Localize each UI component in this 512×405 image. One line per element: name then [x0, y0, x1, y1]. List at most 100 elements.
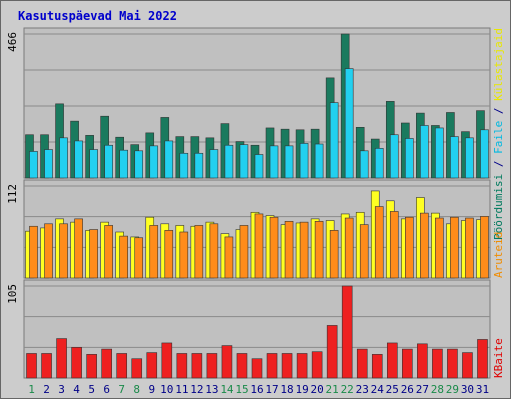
legend-labels: Pöördumisi / Faile / KülastajaidAruteidK…: [492, 28, 505, 378]
bar-faile-6: [104, 144, 113, 179]
panel-bottom-max-label: 105: [6, 284, 19, 304]
bar-kbaite-24: [371, 354, 383, 379]
bar-faile-21: [329, 102, 339, 179]
panel-top-max-label: 466: [6, 32, 19, 52]
x-tick-label: 9: [148, 383, 155, 396]
bar-kbaite-20: [311, 351, 323, 379]
legend-label-part: Faile: [492, 121, 505, 154]
legend-label-part: /: [492, 101, 505, 121]
x-tick-label: 4: [73, 383, 80, 396]
bar-kbaite-9: [146, 352, 158, 379]
bar-faile-15: [239, 144, 249, 179]
bar-faile-19: [299, 143, 309, 179]
x-tick-label: 25: [386, 383, 399, 396]
bar-kbaite-7: [116, 353, 128, 379]
bar-faile-25: [389, 134, 399, 179]
bar-aruteid-15: [239, 225, 249, 279]
legend-label-part: Pöördumisi: [492, 174, 505, 240]
bar-aruteid-30: [465, 217, 474, 279]
bar-kbaite-17: [266, 353, 278, 379]
bar-aruteid-23: [359, 224, 369, 279]
bar-faile-28: [435, 127, 444, 179]
x-tick-label: 1: [28, 383, 35, 396]
x-tick-label: 17: [265, 383, 278, 396]
bar-aruteid-11: [179, 231, 189, 279]
bar-kbaite-13: [206, 353, 218, 379]
panel-middle-max-label: 112: [6, 184, 19, 204]
bar-faile-31: [480, 129, 489, 179]
bar-kbaite-12: [191, 353, 203, 379]
legend-label-part: KBaite: [492, 338, 505, 378]
bar-aruteid-14: [224, 236, 234, 279]
bar-kbaite-3: [56, 338, 67, 379]
bar-aruteid-2: [44, 223, 53, 279]
bar-aruteid-16: [254, 213, 264, 279]
bar-aruteid-19: [299, 221, 309, 279]
bar-kbaite-4: [71, 347, 82, 379]
bar-kbaite-28: [432, 348, 443, 379]
bar-kbaite-10: [161, 342, 173, 379]
bar-faile-23: [359, 150, 369, 179]
bar-kbaite-16: [251, 358, 263, 379]
x-tick-label: 6: [103, 383, 110, 396]
x-tick-label: 15: [235, 383, 248, 396]
bar-aruteid-13: [209, 223, 219, 279]
bar-aruteid-10: [164, 230, 174, 279]
chart-panels: 466 112 105: [6, 27, 491, 379]
bar-kbaite-5: [86, 354, 97, 379]
x-tick-label: 12: [190, 383, 203, 396]
bar-faile-17: [269, 145, 279, 179]
bar-aruteid-21: [329, 230, 339, 279]
bar-kbaite-11: [176, 353, 188, 379]
panel-bottom-legend: KBaite: [492, 338, 505, 378]
x-tick-label: 27: [416, 383, 429, 396]
bar-faile-5: [89, 149, 98, 179]
bar-aruteid-29: [450, 216, 459, 279]
bar-aruteid-27: [420, 212, 429, 279]
bar-kbaite-8: [131, 358, 143, 379]
x-tick-label: 30: [461, 383, 474, 396]
bar-faile-2: [44, 149, 53, 179]
bar-faile-8: [134, 150, 144, 179]
bar-aruteid-25: [389, 211, 399, 279]
bar-aruteid-28: [435, 217, 444, 279]
bar-kbaite-29: [447, 348, 458, 379]
bar-faile-10: [164, 140, 174, 179]
bar-kbaite-25: [386, 342, 398, 379]
x-tick-label: 22: [341, 383, 354, 396]
x-tick-label: 3: [58, 383, 65, 396]
x-tick-label: 26: [401, 383, 414, 396]
bar-faile-27: [420, 125, 429, 179]
legend-label-part: Aruteid: [492, 232, 505, 278]
bar-faile-20: [314, 143, 324, 179]
bar-aruteid-31: [480, 216, 489, 279]
x-tick-label: 20: [311, 383, 324, 396]
x-tick-label: 29: [446, 383, 459, 396]
bar-kbaite-19: [296, 353, 308, 379]
bar-aruteid-8: [134, 237, 144, 279]
bar-kbaite-31: [477, 339, 488, 379]
bar-kbaite-6: [101, 348, 112, 379]
x-tick-label: 7: [118, 383, 125, 396]
bar-faile-18: [284, 145, 294, 179]
bar-kbaite-23: [356, 348, 368, 379]
bar-aruteid-6: [104, 225, 113, 279]
x-tick-label: 13: [205, 383, 218, 396]
bar-aruteid-22: [344, 217, 354, 279]
bar-faile-29: [450, 136, 459, 179]
x-tick-label: 23: [356, 383, 369, 396]
bar-faile-7: [119, 149, 128, 179]
bar-faile-26: [405, 138, 414, 179]
x-tick-label: 24: [371, 383, 385, 396]
bar-aruteid-12: [194, 225, 204, 279]
x-axis-labels: 1 2 3 4 5 6 7 8 9 10 11 12 13 14 15 16 17 18 19 20 21 22 23 24 2…: [28, 383, 489, 396]
panel-middle-legend: Aruteid: [492, 232, 505, 278]
panel-middle: 112: [6, 179, 491, 279]
bar-aruteid-26: [405, 216, 414, 279]
x-tick-label: 21: [326, 383, 339, 396]
bar-kbaite-2: [41, 353, 52, 379]
bar-kbaite-21: [326, 325, 338, 379]
bar-faile-30: [465, 137, 474, 179]
